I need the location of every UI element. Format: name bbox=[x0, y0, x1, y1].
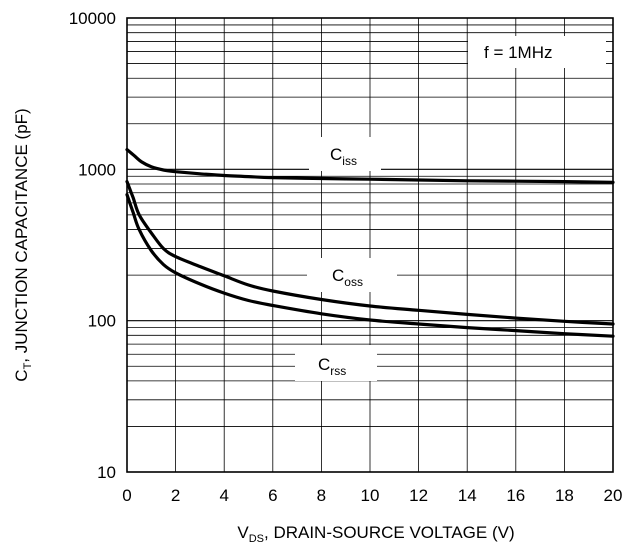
frequency-annotation-bg bbox=[468, 36, 606, 68]
series-label-ciss: Ciss bbox=[330, 145, 357, 168]
y-tick-label: 10 bbox=[97, 463, 116, 482]
x-tick-label: 6 bbox=[268, 486, 277, 505]
series-label-bg bbox=[307, 258, 397, 292]
x-tick-label: 12 bbox=[409, 486, 428, 505]
x-tick-labels: 0 2 4 6 8 10 12 14 16 18 20 bbox=[122, 486, 622, 505]
frequency-annotation: f = 1MHz bbox=[484, 43, 553, 62]
x-tick-label: 10 bbox=[361, 486, 380, 505]
x-tick-label: 0 bbox=[122, 486, 131, 505]
series-label-bg bbox=[295, 345, 377, 381]
plot-frame bbox=[126, 17, 614, 473]
y-axis-title: CT, JUNCTION CAPACITANCE (pF) bbox=[12, 108, 34, 381]
grid bbox=[127, 18, 613, 472]
series-label-coss: Coss bbox=[332, 266, 363, 289]
series-line-ciss bbox=[125, 148, 615, 184]
x-tick-label: 8 bbox=[317, 486, 326, 505]
y-tick-label: 10000 bbox=[69, 9, 116, 28]
series-layer bbox=[125, 148, 615, 338]
y-tick-labels: 10 100 1000 10000 bbox=[69, 9, 116, 482]
x-tick-label: 16 bbox=[506, 486, 525, 505]
x-tick-label: 18 bbox=[555, 486, 574, 505]
x-tick-label: 2 bbox=[171, 486, 180, 505]
series-line-coss bbox=[125, 180, 615, 326]
y-tick-label: 100 bbox=[88, 312, 116, 331]
y-tick-label: 1000 bbox=[78, 160, 116, 179]
label-backgrounds bbox=[295, 36, 606, 381]
x-tick-label: 4 bbox=[219, 486, 228, 505]
annotations: Ciss Coss Crss f = 1MHz bbox=[318, 43, 553, 378]
x-axis-title: VDS, DRAIN-SOURCE VOLTAGE (V) bbox=[237, 523, 514, 545]
series-label-bg bbox=[309, 137, 381, 171]
series-line-crss bbox=[125, 193, 615, 338]
x-tick-label: 14 bbox=[458, 486, 477, 505]
x-tick-label: 20 bbox=[604, 486, 623, 505]
series-label-crss: Crss bbox=[318, 355, 346, 378]
